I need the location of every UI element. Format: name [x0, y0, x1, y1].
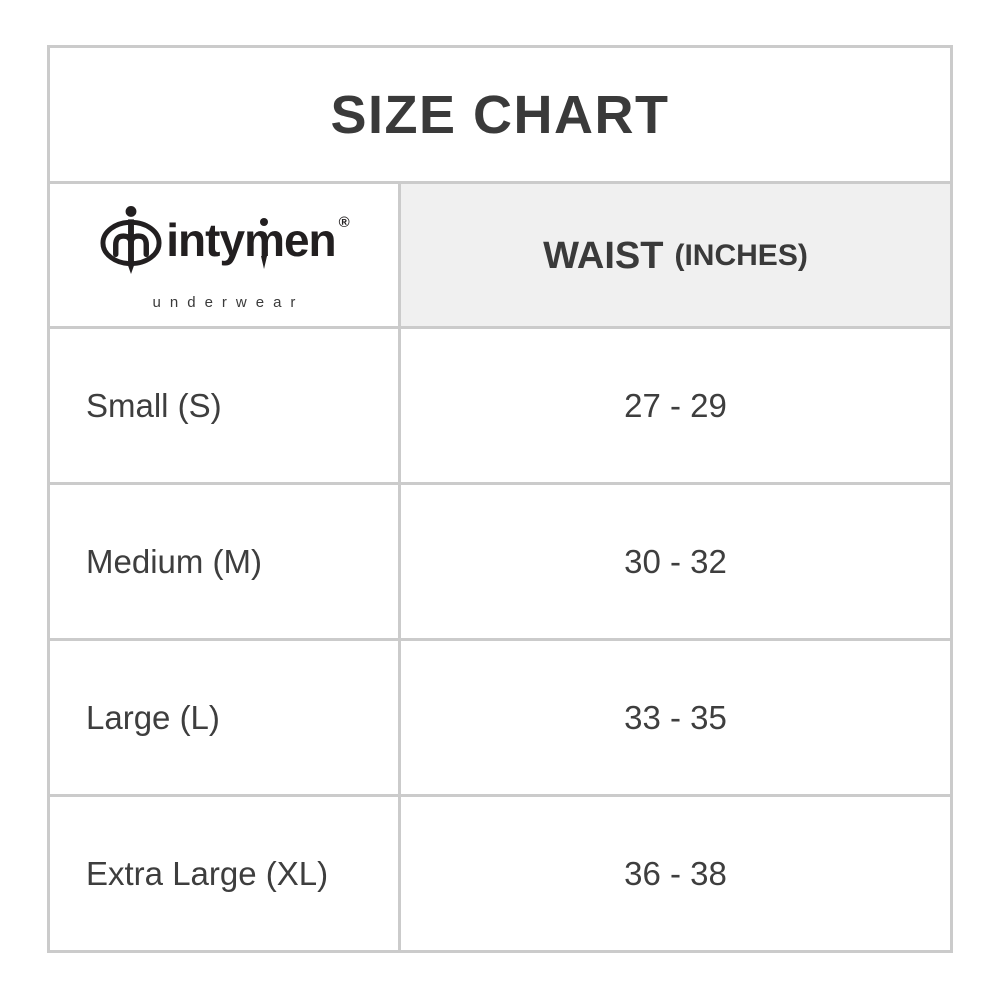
waist-header-unit: (INCHES) [674, 239, 808, 272]
waist-header-label: WAIST [543, 234, 664, 277]
size-label-small: Small (S) [50, 326, 398, 482]
size-label-large: Large (L) [50, 638, 398, 794]
wordmark-pre: inty [166, 214, 245, 266]
size-label-medium: Medium (M) [50, 482, 398, 638]
brand-tagline: underwear [152, 294, 305, 311]
wordmark-dotted-m: m [244, 214, 285, 266]
registered-trademark-symbol: ® [338, 214, 350, 231]
waist-value-extra-large: 36 - 38 [398, 794, 950, 950]
size-label-extra-large: Extra Large (XL) [50, 794, 398, 950]
page-title: SIZE CHART [330, 84, 670, 145]
wordmark-post: en [283, 214, 337, 266]
brand-oval-m-icon [100, 206, 162, 274]
brand-wordmark-row: inty m en ® [99, 199, 350, 281]
waist-column-header: WAIST (INCHES) [398, 181, 950, 326]
size-chart-table: SIZE CHART inty m en ® underwear WAIST (INC… [47, 45, 953, 953]
brand-logo: inty m en ® underwear [50, 181, 398, 326]
waist-value-small: 27 - 29 [398, 326, 950, 482]
waist-value-large: 33 - 35 [398, 638, 950, 794]
waist-value-medium: 30 - 32 [398, 482, 950, 638]
brand-wordmark: inty m en ® [166, 214, 350, 266]
